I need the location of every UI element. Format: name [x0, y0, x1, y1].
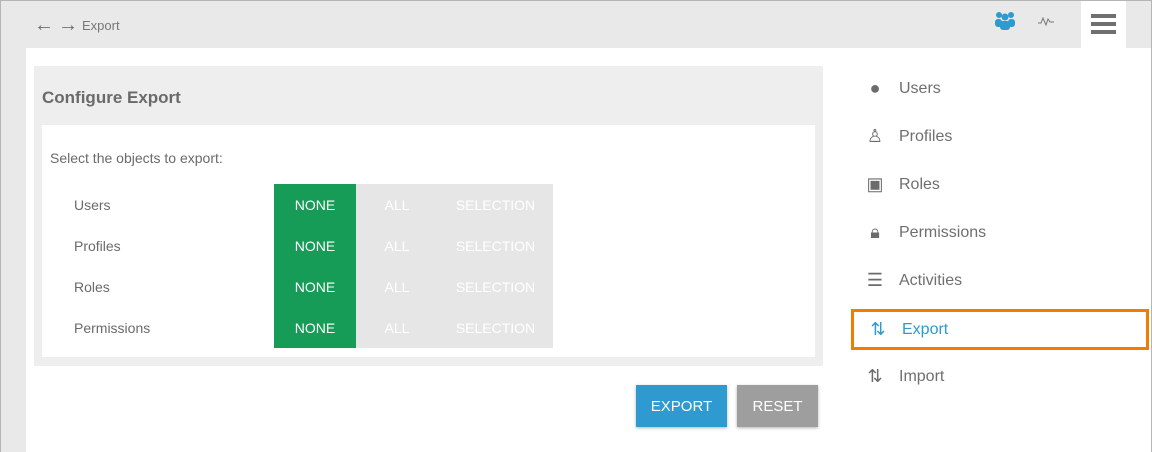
option-selection[interactable]: SELECTION — [438, 266, 553, 307]
option-none[interactable]: NONE — [274, 184, 356, 225]
sidebar-item-profiles[interactable]: ♙ Profiles — [851, 116, 1149, 157]
option-all[interactable]: ALL — [356, 266, 438, 307]
swap-vertical-icon: ⇅ — [867, 366, 883, 386]
users-group-icon[interactable] — [994, 10, 1016, 32]
option-selection[interactable]: SELECTION — [438, 184, 553, 225]
option-all[interactable]: ALL — [356, 184, 438, 225]
row-label: Profiles — [74, 238, 121, 254]
sidebar-item-label: Users — [899, 79, 941, 97]
sidebar-item-permissions[interactable]: 🔒︎ Permissions — [851, 212, 1149, 253]
option-none[interactable]: NONE — [274, 225, 356, 266]
swap-vertical-icon: ⇅ — [870, 319, 886, 339]
export-options: Select the objects to export: Users NONE A… — [42, 125, 815, 357]
export-button[interactable]: EXPORT — [636, 385, 727, 427]
lock-icon: 🔒︎ — [870, 222, 880, 242]
option-selection[interactable]: SELECTION — [438, 225, 553, 266]
hamburger-menu-button[interactable] — [1081, 0, 1126, 48]
person-outline-icon: ♙ — [866, 126, 884, 146]
sidebar-item-label: Profiles — [899, 127, 953, 145]
row-label: Permissions — [74, 320, 151, 336]
sidebar-item-label: Permissions — [899, 223, 987, 241]
badge-icon: ▣ — [866, 174, 884, 194]
sidebar-item-users[interactable]: ● Users — [851, 68, 1149, 109]
sidebar-item-roles[interactable]: ▣ Roles — [851, 164, 1149, 205]
option-all[interactable]: ALL — [356, 307, 438, 348]
sidebar-item-export[interactable]: ⇅ Export — [851, 309, 1149, 350]
sidebar-item-label: Export — [902, 320, 949, 338]
export-row: Users NONE ALL SELECTION — [42, 184, 642, 225]
arrow-right-icon[interactable]: → — [58, 14, 78, 36]
configure-export-panel: Configure Export Select the objects to e… — [34, 66, 823, 366]
option-none[interactable]: NONE — [274, 307, 356, 348]
activity-pulse-icon[interactable] — [1037, 14, 1057, 28]
export-row: Profiles NONE ALL SELECTION — [42, 225, 642, 266]
numbered-list-icon: ☰ — [866, 270, 884, 290]
arrow-left-icon[interactable]: ← — [34, 14, 54, 36]
export-row: Roles NONE ALL SELECTION — [42, 266, 642, 307]
reset-button[interactable]: RESET — [737, 385, 818, 427]
breadcrumb: Export — [82, 18, 120, 33]
sidebar-item-label: Activities — [899, 271, 963, 289]
option-selection[interactable]: SELECTION — [438, 307, 553, 348]
row-label: Users — [74, 197, 111, 213]
account-circle-icon: ● — [869, 78, 881, 98]
instructions: Select the objects to export: — [50, 150, 223, 166]
row-label: Roles — [74, 279, 110, 295]
option-all[interactable]: ALL — [356, 225, 438, 266]
sidebar-item-activities[interactable]: ☰ Activities — [851, 260, 1149, 301]
sidebar-item-label: Roles — [899, 175, 940, 193]
export-row: Permissions NONE ALL SELECTION — [42, 307, 642, 348]
option-none[interactable]: NONE — [274, 266, 356, 307]
top-bar: ← → Export — [0, 0, 1152, 48]
sidebar-item-label: Import — [899, 367, 945, 385]
hamburger-menu-icon — [1091, 14, 1116, 34]
sidebar-item-import[interactable]: ⇅ Import — [851, 356, 1149, 397]
panel-title: Configure Export — [42, 88, 181, 107]
